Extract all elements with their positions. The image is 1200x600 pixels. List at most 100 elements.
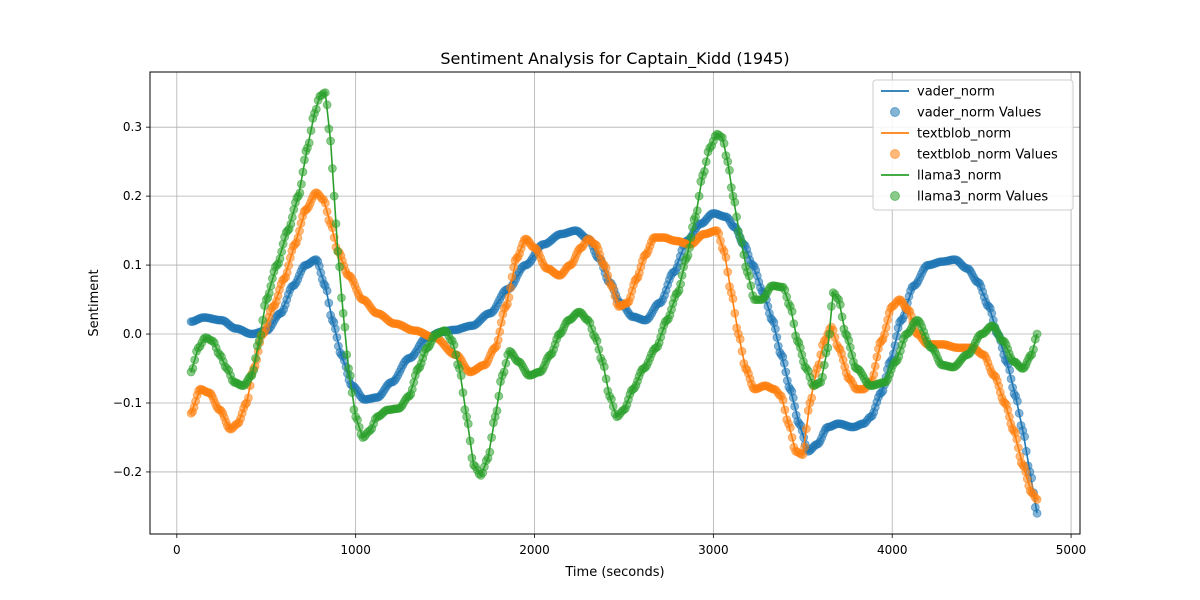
x-tick-label: 1000 (340, 543, 371, 557)
series-point (243, 393, 253, 403)
x-tick-label: 0 (173, 543, 181, 557)
x-tick-label: 5000 (1056, 543, 1087, 557)
y-axis-label: Sentiment (87, 269, 102, 336)
series-point (881, 323, 891, 332)
series-point (1013, 443, 1023, 453)
series-point (803, 406, 813, 416)
series-llama3_norm (186, 88, 1042, 480)
series-point (256, 330, 266, 340)
series-point (787, 307, 797, 316)
series-point (1032, 508, 1042, 518)
series-point (347, 388, 357, 398)
series-point (719, 139, 729, 148)
series-point (324, 298, 334, 308)
series-point (349, 405, 359, 415)
series-point (807, 393, 817, 403)
y-tick-label: −0.1 (113, 396, 142, 410)
x-tick-label: 4000 (877, 543, 908, 557)
series-point (298, 167, 308, 177)
legend-marker-swatch (890, 191, 900, 201)
series-point (1014, 408, 1024, 418)
series-point (730, 308, 740, 318)
series-layer (186, 88, 1042, 518)
legend-label: textblob_norm (917, 127, 1011, 142)
series-point (1006, 374, 1016, 384)
series-point (716, 236, 725, 246)
series-point (872, 352, 882, 362)
series-point (495, 327, 505, 337)
series-point (1029, 345, 1038, 354)
series-point (819, 360, 829, 370)
series-point (723, 157, 733, 167)
series-point (322, 286, 332, 296)
series-point (322, 207, 332, 217)
series-point (1021, 446, 1031, 456)
series-point (506, 283, 515, 293)
legend-label: llama3_norm Values (917, 190, 1048, 205)
series-point (677, 270, 687, 280)
series-point (458, 388, 468, 398)
series-point (601, 374, 611, 384)
series-point (835, 300, 845, 310)
series-point (726, 183, 736, 192)
series-point (492, 406, 502, 416)
series-point (1012, 434, 1022, 444)
series-point (686, 233, 696, 242)
series-point (295, 226, 304, 236)
series-point (485, 447, 495, 457)
y-tick-label: 0.0 (123, 327, 142, 341)
series-point (723, 267, 733, 277)
series-point (277, 247, 287, 257)
y-tick-label: −0.2 (113, 465, 142, 479)
series-point (188, 363, 198, 373)
series-point (721, 252, 731, 262)
series-point (463, 419, 473, 429)
series-point (284, 261, 294, 270)
series-point (610, 291, 620, 301)
series-point (676, 279, 685, 289)
series-point (330, 324, 340, 334)
series-point (342, 350, 352, 360)
series-point (454, 364, 464, 373)
series-point (608, 284, 618, 294)
series-point (601, 263, 611, 273)
ticks-layer: 0 1000 2000 3000 4000 5000 −0.2 −0.1 0.0 0.1 0.2 0.… (113, 120, 1086, 557)
legend-marker-swatch (890, 107, 900, 117)
series-point (688, 222, 697, 232)
x-axis-label: Time (seconds) (564, 565, 664, 580)
series-point (788, 393, 798, 403)
series-point (190, 355, 200, 365)
series-point (700, 166, 709, 176)
series-point (353, 415, 362, 425)
series-point (771, 324, 780, 334)
series-point (327, 164, 337, 173)
series-point (451, 350, 461, 360)
series-point (785, 423, 795, 433)
series-point (338, 308, 348, 318)
series-point (329, 191, 339, 201)
series-point (322, 100, 332, 110)
series-point (607, 394, 616, 404)
series-point (599, 362, 609, 372)
series-point (739, 250, 749, 260)
legend-label: vader_norm Values (917, 106, 1042, 121)
series-point (320, 88, 330, 98)
series-point (802, 424, 811, 434)
series-point (725, 165, 734, 175)
series-point (299, 155, 309, 165)
series-point (332, 333, 342, 342)
series-point (728, 294, 738, 304)
series-point (460, 405, 470, 415)
series-point (354, 422, 364, 432)
series-point (324, 124, 334, 134)
series-point (746, 281, 756, 291)
series-point (592, 336, 602, 346)
plot-frame (149, 71, 1081, 535)
series-point (845, 342, 855, 352)
series-point (781, 367, 791, 377)
series-point (692, 206, 702, 216)
series-point (487, 433, 497, 442)
series-point (772, 333, 782, 342)
legend-marker-swatch (890, 149, 900, 159)
series-point (1020, 432, 1029, 442)
